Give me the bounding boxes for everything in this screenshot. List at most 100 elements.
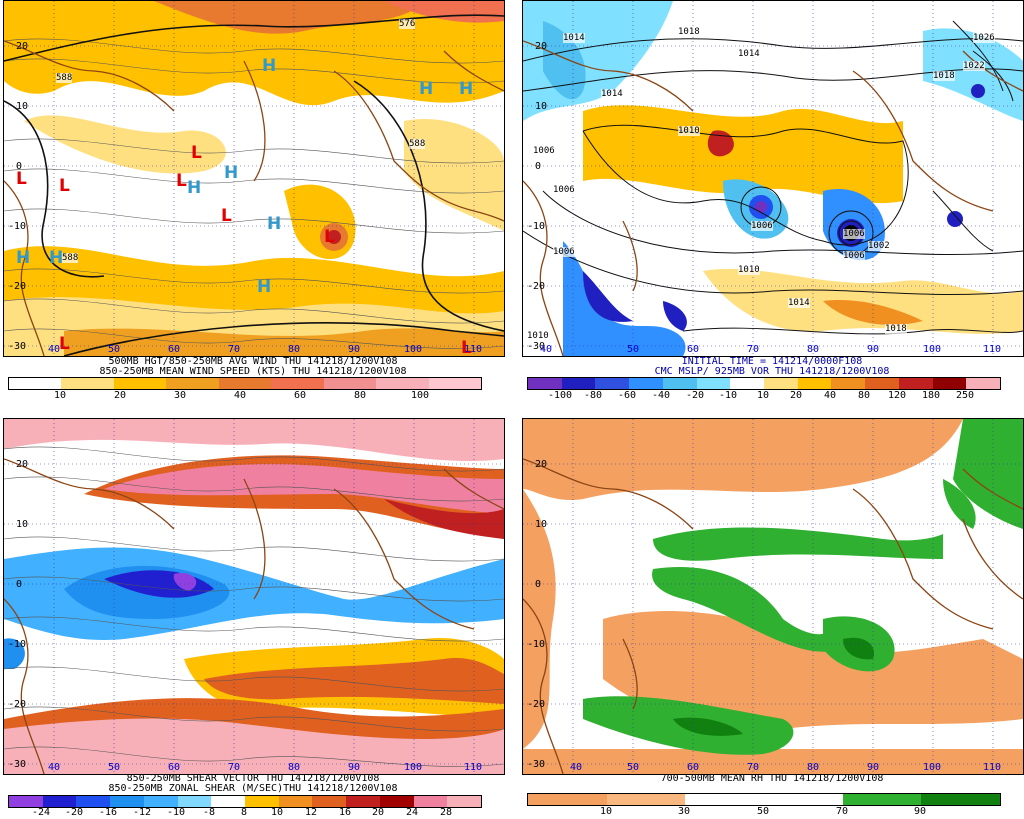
isobar-label: 1018 — [933, 71, 955, 81]
isobar-label: 1010 — [527, 331, 549, 341]
lon-label: 100 — [404, 762, 423, 773]
zonal-shear-colorbar — [8, 795, 482, 808]
lat-label: 0 — [16, 161, 23, 172]
isobar-label: 1010 — [678, 126, 700, 136]
panel-wind-speed: 576 588 588 588 H H H H H H H H H L L L … — [3, 0, 505, 357]
isobar-label: 1014 — [563, 33, 585, 43]
lat-label: -30 — [8, 341, 27, 352]
high-pressure-symbol: H — [419, 79, 434, 99]
wind-speed-ticks: 10 20 30 40 60 80 100 — [8, 390, 480, 402]
tick-label: 40 — [823, 390, 837, 401]
lon-label: 70 — [228, 344, 241, 355]
tick-label: 10 — [756, 390, 770, 401]
lat-label: -10 — [527, 639, 546, 650]
lat-label: 10 — [535, 101, 548, 112]
tick-label: 120 — [887, 390, 907, 401]
low-pressure-symbol: L — [176, 171, 187, 191]
tick-label: -40 — [651, 390, 671, 401]
lon-label: 100 — [404, 344, 423, 355]
lon-label: 110 — [464, 344, 483, 355]
tick-label: 50 — [756, 806, 770, 817]
isobar-label: 1006 — [533, 146, 555, 156]
isobar-label: 1026 — [973, 33, 995, 43]
tick-label: 40 — [233, 390, 247, 401]
lon-label: 50 — [627, 762, 640, 773]
rh-ticks: 10 30 50 70 90 — [527, 806, 999, 818]
isobar-label: 1006 — [843, 229, 865, 239]
lat-label: 0 — [16, 579, 23, 590]
lat-label: -20 — [8, 281, 27, 292]
lat-label: 20 — [535, 459, 548, 470]
lon-label: 50 — [627, 344, 640, 355]
zonal-shear-map — [4, 419, 504, 774]
lat-label: 0 — [535, 579, 542, 590]
low-pressure-symbol: L — [461, 338, 472, 357]
panel-caption: 850-250MB SHEAR VECTOR THU 141218/1200V1… — [126, 773, 380, 784]
lon-label: 60 — [687, 762, 700, 773]
tick-label: 30 — [173, 390, 187, 401]
isobar-label: 1010 — [738, 265, 760, 275]
lat-label: 0 — [535, 161, 542, 172]
lon-label: 90 — [867, 762, 880, 773]
tick-label: -12 — [132, 807, 152, 818]
high-pressure-symbol: H — [267, 214, 282, 234]
lat-label: -20 — [527, 281, 546, 292]
contour-label: 588 — [62, 253, 79, 263]
high-pressure-symbol: H — [262, 56, 277, 76]
lon-label: 60 — [687, 344, 700, 355]
wind-speed-colorbar — [8, 377, 482, 390]
lat-label: -10 — [527, 221, 546, 232]
lon-label: 110 — [464, 762, 483, 773]
lat-label: -10 — [8, 639, 27, 650]
mslp-vorticity-map — [523, 1, 1023, 356]
lon-label: 80 — [807, 344, 820, 355]
isobar-label: 1014 — [788, 298, 810, 308]
lat-label: 20 — [535, 41, 548, 52]
panel-caption: INITIAL TIME = 141214/0000F108 — [681, 356, 863, 367]
tick-label: 30 — [677, 806, 691, 817]
tick-label: 100 — [410, 390, 430, 401]
tick-label: -8 — [202, 807, 216, 818]
lat-label: 20 — [16, 41, 29, 52]
low-pressure-symbol: L — [16, 169, 27, 189]
tick-label: 20 — [789, 390, 803, 401]
low-pressure-symbol: L — [191, 143, 202, 163]
rh-colorbar — [527, 793, 1001, 806]
vorticity-ticks: -100 -80 -60 -40 -20 -10 10 20 40 80 120… — [527, 390, 999, 402]
tick-label: -10 — [718, 390, 738, 401]
isobar-label: 1018 — [678, 27, 700, 37]
isobar-label: 1014 — [738, 49, 760, 59]
tick-label: -20 — [685, 390, 705, 401]
panel-relative-humidity: 20 10 0 -10 -20 -30 40 50 60 70 80 90 10… — [522, 418, 1024, 775]
vorticity-colorbar — [527, 377, 1001, 390]
lat-label: -20 — [8, 699, 27, 710]
lon-label: 50 — [108, 344, 121, 355]
lon-label: 70 — [747, 762, 760, 773]
panel-caption: 850-250MB MEAN WIND SPEED (KTS) THU 1412… — [99, 366, 407, 377]
lon-label: 60 — [168, 344, 181, 355]
tick-label: 80 — [353, 390, 367, 401]
tick-label: 12 — [304, 807, 318, 818]
tick-label: 80 — [857, 390, 871, 401]
lon-label: 110 — [983, 762, 1002, 773]
tick-label: 90 — [913, 806, 927, 817]
tick-label: -10 — [166, 807, 186, 818]
lon-label: 40 — [48, 344, 61, 355]
tick-label: 20 — [371, 807, 385, 818]
low-pressure-symbol: L — [221, 206, 232, 226]
tick-label: 60 — [293, 390, 307, 401]
tick-label: 70 — [835, 806, 849, 817]
lon-label: 80 — [807, 762, 820, 773]
tick-label: 10 — [599, 806, 613, 817]
lon-label: 110 — [983, 344, 1002, 355]
panel-caption: CMC MSLP/ 925MB VOR THU 141218/1200V108 — [654, 366, 890, 377]
low-pressure-symbol: L — [324, 227, 335, 247]
lon-label: 70 — [228, 762, 241, 773]
lat-label: -30 — [527, 759, 546, 770]
lon-label: 40 — [540, 344, 553, 355]
isobar-label: 1006 — [843, 251, 865, 261]
isobar-label: 1002 — [868, 241, 890, 251]
high-pressure-symbol: H — [49, 248, 64, 268]
low-pressure-symbol: L — [59, 334, 70, 354]
contour-label: 588 — [56, 73, 73, 83]
